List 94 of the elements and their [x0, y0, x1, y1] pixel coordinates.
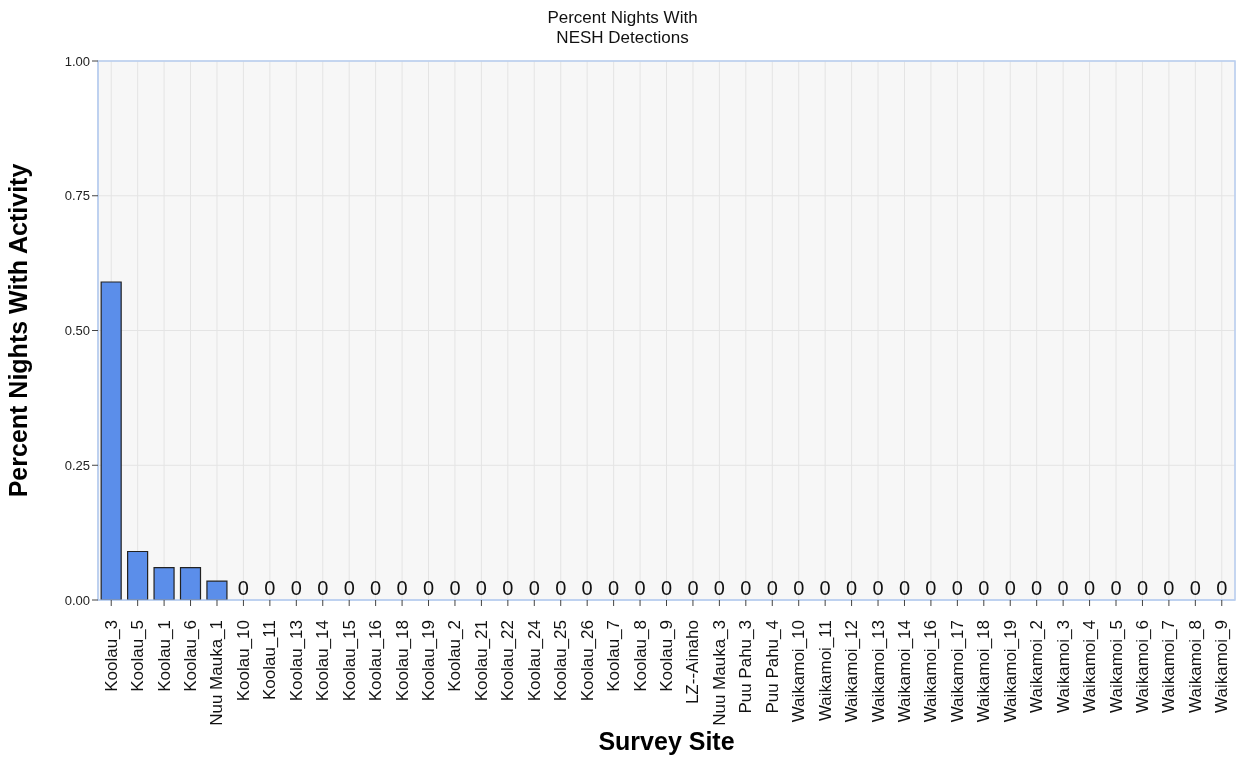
x-tick-label: Waikamoi_10 — [789, 620, 809, 723]
data-label: 0 — [264, 577, 276, 599]
x-tick-label: Koolau_11 — [260, 620, 280, 701]
x-tick-label: Waikamoi_14 — [894, 620, 914, 723]
data-label: 0 — [819, 577, 831, 599]
data-label: 0 — [343, 577, 355, 599]
x-tick-label: Nuu Mauka_1 — [207, 620, 227, 726]
bar — [179, 567, 202, 600]
data-label: 0 — [872, 577, 884, 599]
x-tick-label: Koolau_25 — [551, 620, 571, 702]
data-label: 0 — [581, 577, 593, 599]
data-label: 0 — [290, 577, 302, 599]
y-tick-label: 0.00 — [64, 592, 90, 608]
data-label: 0 — [449, 577, 461, 599]
x-tick-label: Waikamoi_3 — [1053, 620, 1073, 713]
x-tick-label: Koolau_19 — [419, 620, 439, 702]
x-tick-label: Waikamoi_6 — [1132, 620, 1152, 713]
data-label: 0 — [502, 577, 514, 599]
x-tick-label: Koolau_9 — [657, 620, 676, 692]
x-tick-label: Koolau_16 — [366, 620, 386, 702]
x-tick-label: Waikamoi_19 — [1000, 620, 1020, 723]
data-label: 0 — [608, 577, 620, 599]
x-axis-title: Survey Site — [598, 727, 735, 755]
data-label: 0 — [951, 577, 963, 599]
data-label: 0 — [317, 577, 329, 599]
x-tick-label: Waikamoi_9 — [1212, 620, 1232, 713]
data-label: 0 — [370, 577, 382, 599]
bar — [206, 580, 228, 600]
x-tick-label: Waikamoi_11 — [815, 620, 835, 722]
x-tick-label: Nuu Mauka_3 — [709, 620, 729, 726]
x-tick-label: Koolau_2 — [445, 620, 465, 692]
data-label: 0 — [1163, 577, 1175, 599]
data-label: 0 — [1216, 577, 1228, 599]
y-tick-label: 1.00 — [64, 53, 90, 69]
data-label: 0 — [660, 577, 673, 599]
x-tick-label: Waikamoi_5 — [1106, 620, 1126, 713]
bar — [127, 550, 149, 600]
data-label: 0 — [1136, 577, 1149, 599]
data-label: 0 — [1084, 577, 1096, 599]
x-tick-label: Puu Pahu_4 — [762, 620, 782, 714]
data-label: 0 — [740, 577, 752, 599]
data-label: 0 — [1031, 577, 1043, 599]
x-tick-label: Koolau_22 — [498, 620, 518, 702]
data-label: 0 — [475, 577, 487, 599]
data-label: 0 — [555, 577, 567, 599]
x-tick-label: Koolau_7 — [604, 620, 624, 692]
data-label: 0 — [528, 577, 540, 599]
x-tick-label: Koolau_18 — [392, 620, 412, 702]
x-tick-label: Koolau_8 — [630, 620, 650, 692]
y-tick-label: 0.25 — [64, 457, 90, 473]
x-tick-label: Waikamoi_12 — [842, 620, 862, 723]
data-label: 0 — [978, 577, 990, 599]
data-label: 0 — [634, 577, 646, 599]
bar — [100, 281, 122, 600]
data-label: 0 — [846, 577, 858, 599]
x-tick-label: Koolau_14 — [313, 620, 333, 702]
y-tick-label: 0.50 — [64, 323, 90, 339]
data-label: 0 — [1110, 577, 1122, 599]
data-label: 0 — [1057, 577, 1069, 599]
data-label: 0 — [925, 577, 937, 599]
x-tick-label: Waikamoi_18 — [974, 620, 994, 723]
x-tick-label: Waikamoi_8 — [1185, 620, 1205, 713]
chart-title: Percent Nights With NESH Detections — [546, 8, 699, 48]
data-label: 0 — [898, 577, 911, 599]
x-tick-label: LZ--Ainaho — [683, 620, 703, 705]
x-tick-label: Koolau_24 — [524, 620, 544, 702]
x-tick-label: Waikamoi_13 — [868, 620, 888, 723]
data-label: 0 — [422, 577, 435, 599]
x-tick-label: Puu Pahu_3 — [736, 620, 756, 714]
x-tick-label: Koolau_6 — [181, 620, 201, 692]
x-tick-label: Koolau_21 — [471, 620, 491, 702]
data-label: 0 — [396, 577, 408, 599]
y-axis-title: Percent Nights With Activity — [3, 163, 32, 498]
data-label: 0 — [793, 577, 805, 599]
x-tick-label: Waikamoi_7 — [1159, 620, 1179, 713]
data-label: 0 — [713, 577, 725, 599]
x-tick-label: Koolau_3 — [101, 620, 121, 692]
data-label: 0 — [237, 577, 249, 599]
x-tick-label: Waikamoi_4 — [1080, 620, 1100, 713]
x-tick-label: Koolau_1 — [154, 620, 174, 692]
bar — [153, 567, 175, 600]
data-label: 0 — [766, 577, 778, 599]
data-label: 0 — [1189, 577, 1201, 599]
data-label: 0 — [687, 577, 699, 599]
x-tick-label: Koolau_15 — [339, 620, 359, 702]
x-tick-label: Waikamoi_16 — [921, 620, 941, 723]
data-label: 0 — [1004, 577, 1016, 599]
x-tick-label: Koolau_26 — [577, 620, 597, 702]
x-tick-label: Koolau_10 — [233, 620, 253, 702]
x-tick-label: Waikamoi_2 — [1027, 620, 1047, 713]
y-tick-label: 0.75 — [64, 188, 90, 204]
x-tick-label: Koolau_13 — [286, 620, 306, 702]
x-tick-label: Waikamoi_17 — [947, 620, 967, 723]
x-tick-label: Koolau_5 — [128, 620, 148, 692]
